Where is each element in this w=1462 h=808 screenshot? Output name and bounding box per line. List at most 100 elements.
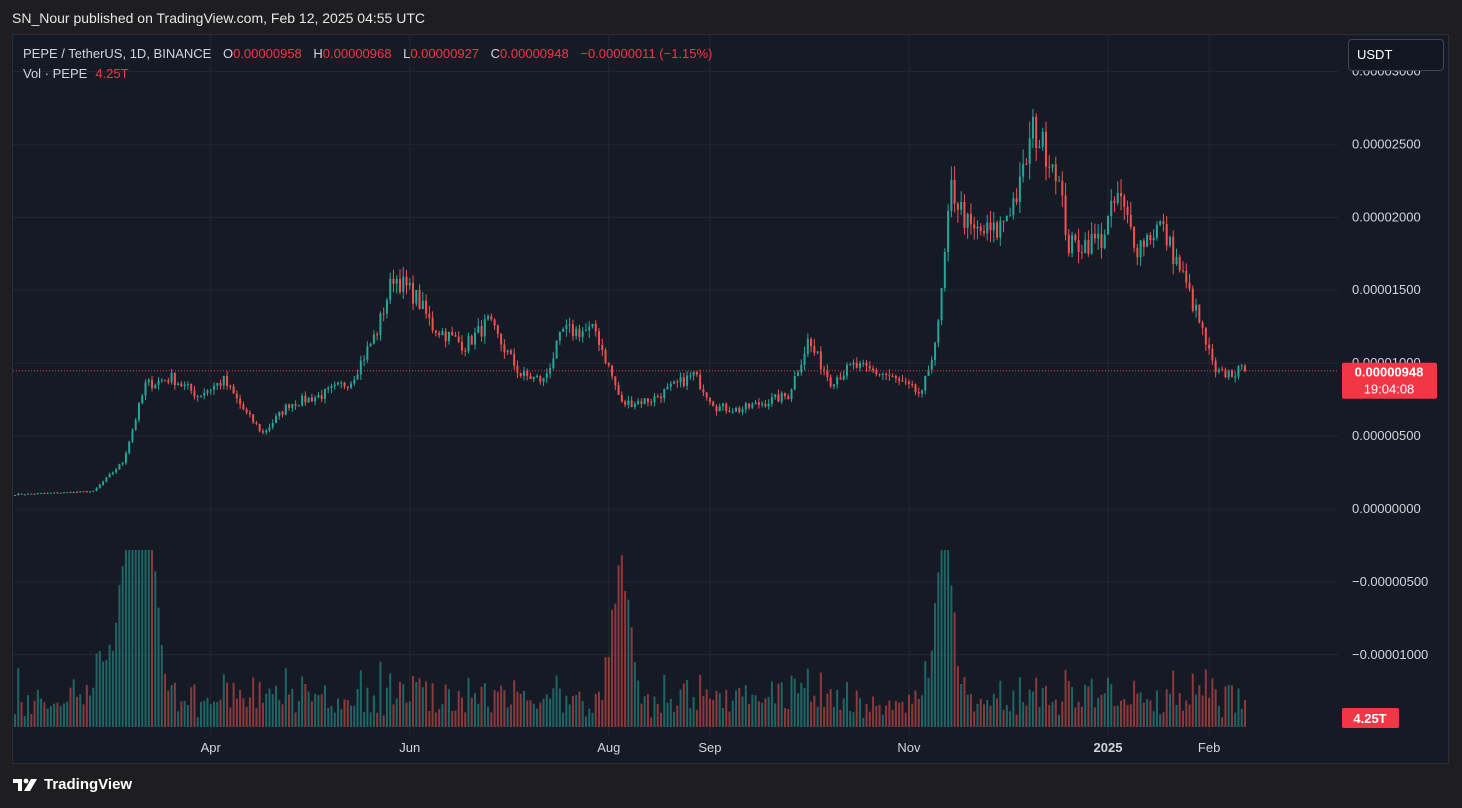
volume-bar — [398, 681, 401, 727]
volume-bar — [679, 689, 682, 727]
volume-bar — [790, 675, 793, 727]
volume-bar — [177, 711, 180, 727]
volume-bar — [522, 690, 525, 727]
candle-body — [1077, 240, 1080, 253]
volume-bar — [307, 691, 310, 727]
candle-body — [98, 484, 101, 488]
volume-bar — [102, 661, 105, 727]
candle-body — [751, 404, 754, 408]
candle-body — [620, 394, 623, 402]
candle-body — [500, 333, 503, 345]
candle-body — [69, 492, 72, 494]
candle-body — [979, 226, 982, 231]
candle-body — [382, 313, 385, 315]
volume-bar — [963, 676, 966, 727]
volume-bar — [937, 572, 940, 727]
candle-body — [780, 392, 783, 402]
candle-body — [444, 331, 447, 342]
volume-bar — [333, 712, 336, 727]
current-price-label: 0.00000948 — [1355, 365, 1424, 380]
candle-body — [708, 397, 711, 402]
candle-body — [490, 316, 493, 320]
chart-panel[interactable]: 0.000030000.000025000.000020000.00001500… — [12, 34, 1449, 764]
volume-bar — [829, 689, 832, 727]
volume-bar — [301, 676, 304, 727]
volume-bar — [89, 695, 92, 727]
volume-bar — [513, 680, 516, 727]
candle-body — [115, 469, 118, 473]
candle-body — [314, 397, 317, 402]
candle-body — [1067, 234, 1070, 254]
volume-bar — [40, 698, 43, 727]
candle-body — [232, 386, 235, 394]
volume-bar — [480, 686, 483, 727]
candle-body — [839, 377, 842, 380]
volume-label[interactable]: Vol · PEPE — [23, 66, 88, 81]
candle-body — [940, 287, 943, 321]
volume-bar — [643, 696, 646, 727]
candle-body — [183, 384, 186, 387]
volume-bar — [1067, 681, 1070, 727]
candle-body — [160, 380, 163, 382]
candle-body — [1090, 233, 1093, 254]
volume-bar — [656, 703, 659, 727]
candle-body — [774, 394, 777, 398]
volume-bar — [431, 683, 434, 727]
volume-bar — [418, 678, 421, 727]
volume-bar — [121, 566, 124, 727]
volume-bar — [131, 550, 134, 727]
volume-bar — [209, 704, 212, 727]
candle-body — [173, 372, 176, 386]
tradingview-brand: TradingView — [44, 776, 133, 793]
symbol-label[interactable]: PEPE / TetherUS, 1D, BINANCE — [23, 46, 212, 61]
volume-bar — [79, 694, 82, 727]
volume-bar — [493, 690, 496, 727]
volume-bar — [395, 698, 398, 727]
volume-bar — [111, 650, 114, 727]
candle-body — [927, 369, 930, 377]
candle-body — [937, 320, 940, 343]
tradingview-logo[interactable]: TradingView — [12, 776, 132, 793]
volume-bar — [832, 706, 835, 727]
candle-body — [288, 404, 291, 408]
currency-button[interactable]: USDT — [1348, 39, 1444, 71]
candle-body — [1071, 235, 1074, 254]
volume-bar — [353, 705, 356, 727]
volume-bar — [105, 659, 108, 727]
candle-body — [17, 493, 20, 496]
volume-bar — [911, 703, 914, 727]
volume-bar — [715, 690, 718, 727]
candle-body — [1198, 304, 1201, 323]
volume-bar — [1152, 711, 1155, 727]
volume-bar — [53, 703, 56, 727]
volume-bar — [1129, 704, 1132, 727]
volume-bar — [996, 698, 999, 727]
candle-body — [379, 313, 382, 336]
candle-body — [673, 381, 676, 384]
volume-bar — [1208, 697, 1211, 727]
volume-bar — [363, 711, 366, 727]
candle-body — [1188, 282, 1191, 289]
candle-body — [460, 341, 463, 351]
volume-bar — [770, 681, 773, 727]
y-tick-label: 0.00001500 — [1352, 282, 1421, 297]
volume-bar — [1035, 677, 1038, 727]
candle-body — [1182, 270, 1185, 272]
candle-body — [255, 422, 258, 424]
candle-body — [777, 394, 780, 402]
volume-bar — [1002, 709, 1005, 727]
volume-bar — [457, 691, 460, 727]
volume-bar — [1204, 669, 1207, 727]
candlestick-chart[interactable]: 0.000030000.000025000.000020000.00001500… — [13, 35, 1448, 763]
volume-bar — [1051, 702, 1054, 727]
volume-bar — [646, 693, 649, 727]
volume-bar — [924, 661, 927, 727]
candle-body — [852, 362, 855, 365]
volume-bar — [382, 715, 385, 727]
volume-bar — [601, 700, 604, 727]
candle-body — [421, 300, 424, 310]
volume-bar — [320, 694, 323, 727]
volume-bar — [137, 550, 140, 727]
candle-body — [898, 378, 901, 381]
candle-body — [62, 492, 65, 494]
